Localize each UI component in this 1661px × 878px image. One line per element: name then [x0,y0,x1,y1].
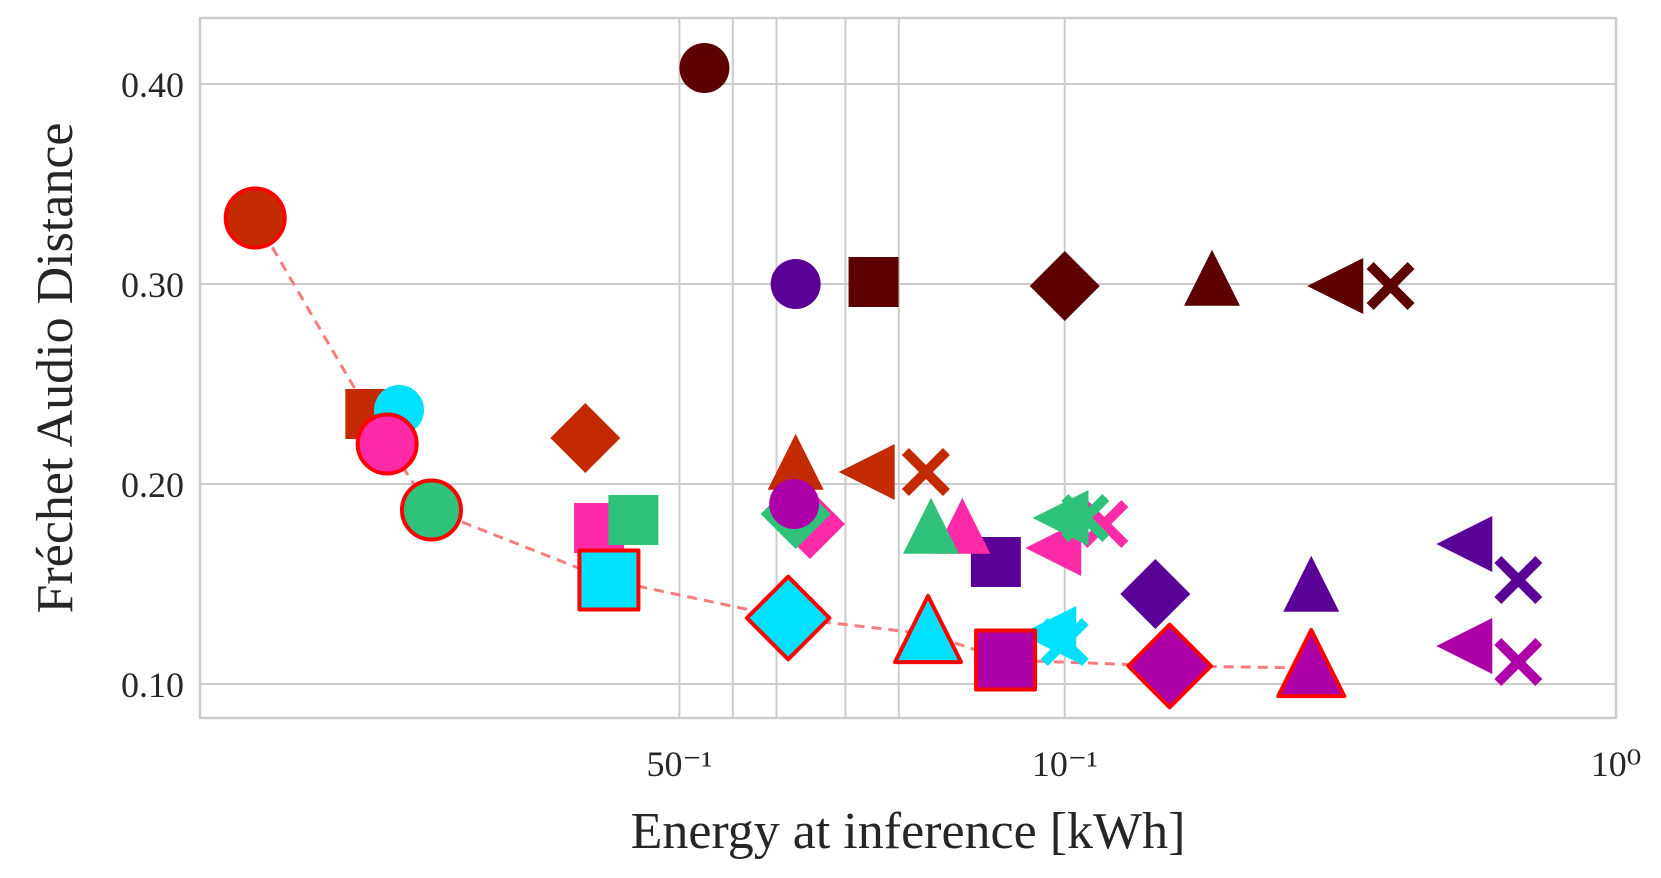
x-axis-title: Energy at inference [kWh] [631,803,1186,860]
point-indigo-diamond [1120,559,1191,629]
y-tick-label: 0.10 [121,665,184,705]
pareto-point-green-circle [399,478,463,542]
y-tick-label: 0.30 [121,265,184,305]
data-points [223,43,1543,710]
pareto-point-magenta-triangle-up [1276,628,1347,699]
point-magenta-x [1494,638,1543,686]
point-maroon-triangle-left [1307,258,1364,314]
point-indigo-triangle-up [1283,555,1340,612]
point-magenta-circle [769,479,820,529]
pareto-point-pink-circle [355,412,419,476]
y-tick-label: 0.20 [121,465,184,505]
pareto-point-cyan-diamond [744,574,832,662]
pareto-point-magenta-diamond [1126,622,1213,710]
point-indigo-circle [770,259,821,309]
point-green-triangle-up [902,497,959,554]
grid [200,18,1617,718]
pareto-point-cyan-triangle-up [893,594,964,665]
point-maroon-circle [679,43,730,93]
point-rust-diamond [550,403,621,473]
pareto-point-magenta-square [974,628,1038,692]
pareto-point-cyan-square [577,548,641,612]
point-green-square [608,495,659,545]
x-tick-label: 10⁻¹ [1032,744,1098,784]
y-axis-title: Fréchet Audio Distance [27,123,84,614]
point-maroon-square [848,257,899,307]
x-tick-label: 50⁻¹ [647,744,713,784]
point-rust-triangle-up [767,433,824,490]
point-indigo-x [1494,556,1543,604]
point-cyan-x [1040,618,1089,666]
y-tick-label: 0.40 [121,65,184,105]
point-maroon-x [1366,262,1415,310]
point-indigo-triangle-left [1436,516,1493,572]
plot-frame [198,16,1618,720]
point-green-x [1061,494,1110,542]
point-rust-triangle-left [838,444,895,500]
point-rust-x [901,448,950,496]
x-axis-ticks: 50⁻¹ 10⁻¹ 10⁰ [647,744,1642,784]
point-maroon-diamond [1029,251,1100,321]
x-tick-label: 10⁰ [1591,744,1641,784]
point-maroon-triangle-up [1184,249,1241,306]
point-magenta-triangle-left [1436,618,1493,674]
pareto-point-rust-circle [223,186,287,250]
y-axis-ticks: 0.10 0.20 0.30 0.40 [121,65,184,705]
